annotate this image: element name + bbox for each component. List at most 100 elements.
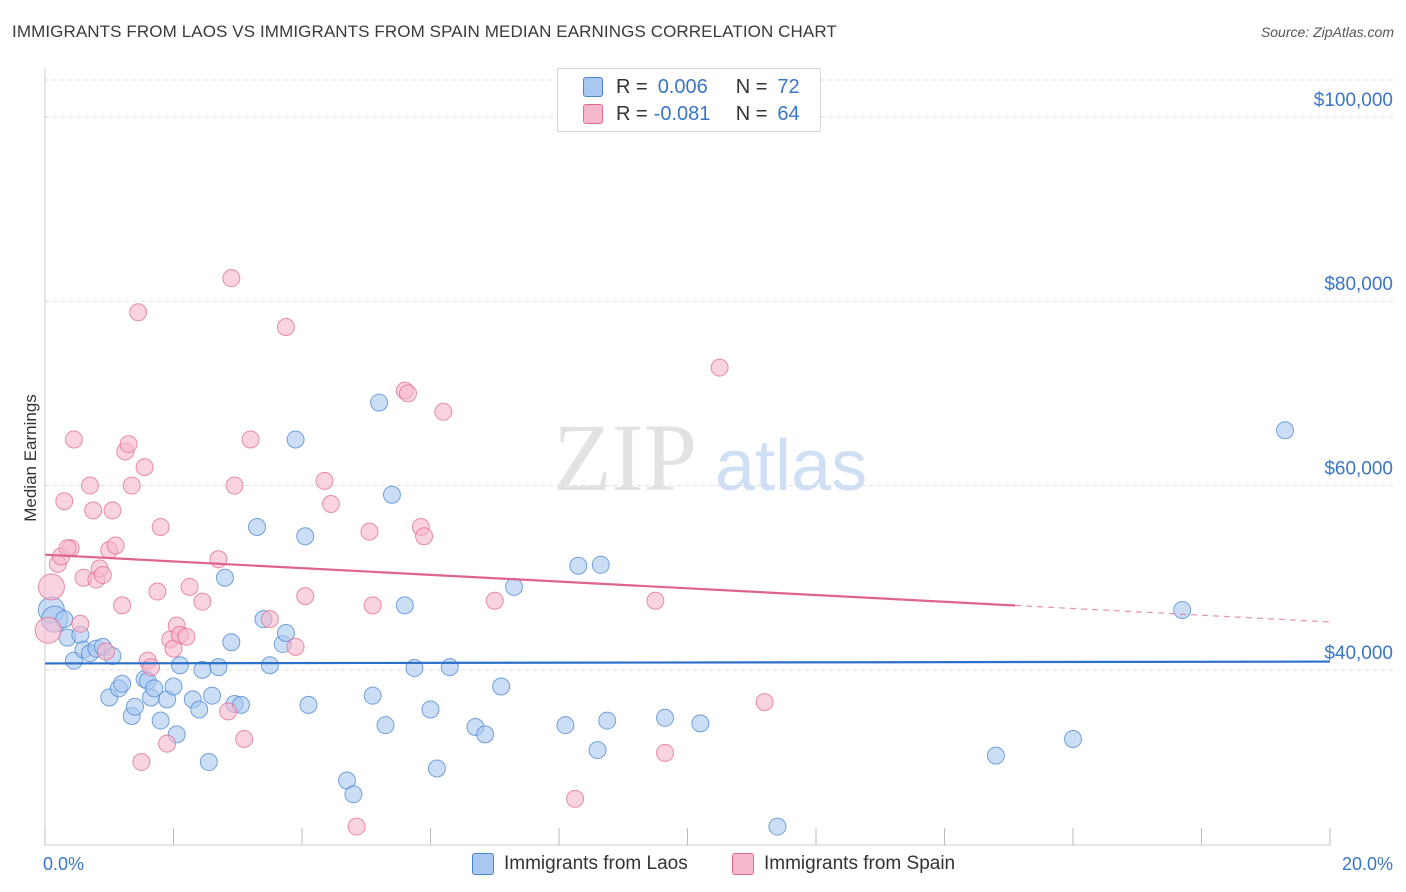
laos-n-label: N = [735,75,768,98]
series-spain [34,269,774,836]
laos-point [505,577,524,596]
spain-point [485,591,504,610]
spain-point [321,494,340,513]
laos-point [260,656,279,675]
legend-label-laos: Immigrants from Laos [504,853,688,874]
spain-point [363,596,382,615]
spain-point [119,435,138,454]
spain-point [241,430,260,449]
legend-label-spain: Immigrants from Spain [764,853,956,874]
legend-item-spain: Immigrants from Spain [732,852,955,876]
spain-n-value: 64 [777,102,800,125]
legend-item-laos: Immigrants from Laos [472,852,688,876]
y-axis-label: Median Earnings [21,394,40,522]
laos-point [556,716,575,735]
spain-point [646,591,665,610]
spain-point [151,518,170,537]
x-tick-label: 20.0% [1342,854,1393,874]
laos-point [588,741,607,760]
spain-point [103,501,122,520]
spain-point [142,658,161,677]
laos-point [476,725,495,744]
laos-point [113,674,132,693]
spain-point [37,573,65,601]
spain-point [566,789,585,808]
laos-point [199,753,218,772]
spain-trend-extension [1015,604,1331,623]
spain-point [315,471,334,490]
spain-point [434,402,453,421]
spain-r-label: R = [616,102,648,125]
spain-point [84,501,103,520]
laos-point [190,700,209,719]
laos-point [1173,600,1192,619]
source-label: Source: ZipAtlas.com [1260,24,1394,40]
laos-r-value: 0.006 [657,75,708,98]
spain-point [64,430,83,449]
laos-point [151,711,170,730]
spain-point [276,318,295,337]
y-tick-label: $80,000 [1324,274,1393,295]
spain-point [55,492,74,511]
stats-row-laos: R = 0.006 N = 72 [583,74,800,100]
laos-point [222,633,241,652]
laos-point [170,656,189,675]
data-points [34,269,1295,836]
laos-point [215,568,234,587]
spain-point [347,817,366,836]
laos-point [691,714,710,733]
spain-point [260,610,279,629]
laos-point [1276,421,1295,440]
spain-point [755,693,774,712]
spain-point [296,587,315,606]
x-tick-label: 0.0% [43,854,84,874]
spain-r-value: -0.081 [653,102,711,125]
laos-point [164,677,183,696]
spain-point [177,627,196,646]
spain-point [219,702,238,721]
watermark-atlas: atlas [715,426,867,506]
laos-point [370,393,389,412]
laos-n-value: 72 [777,75,800,98]
spain-point [222,269,241,288]
laos-point [286,430,305,449]
laos-point [299,695,318,714]
spain-point [180,577,199,596]
spain-point [132,753,151,772]
spain-point [656,743,675,762]
spain-point [415,527,434,546]
laos-point [421,700,440,719]
laos-point [125,697,144,716]
spain-point [58,539,77,558]
laos-point [768,817,787,836]
laos-point [569,556,588,575]
trend-lines [44,553,1331,665]
spain-point [106,536,125,555]
laos-point [656,708,675,727]
laos-point [598,711,617,730]
spain-point [235,730,254,749]
axis-labels: $40,000 $60,000 $80,000 $100,000 0.0% 20.0% [43,90,1393,874]
spain-point [158,734,177,753]
spain-point [193,592,212,611]
spain-swatch [583,104,603,124]
spain-point [209,550,228,569]
spain-point [360,522,379,541]
stats-box: R = 0.006 N = 72 R = -0.081 N = 64 [557,68,821,132]
axes [44,68,1331,846]
laos-point [363,686,382,705]
laos-point [440,658,459,677]
y-tick-label: $60,000 [1324,459,1393,480]
laos-point [382,485,401,504]
spain-n-label: N = [735,102,768,125]
spain-point [148,582,167,601]
spain-point [71,614,90,633]
spain-point [399,384,418,403]
spain-point [122,476,141,495]
laos-point [986,746,1005,765]
laos-point [591,555,610,574]
spain-trend-line [44,553,1016,607]
watermark: ZIP atlas [553,404,867,511]
laos-point [296,527,315,546]
